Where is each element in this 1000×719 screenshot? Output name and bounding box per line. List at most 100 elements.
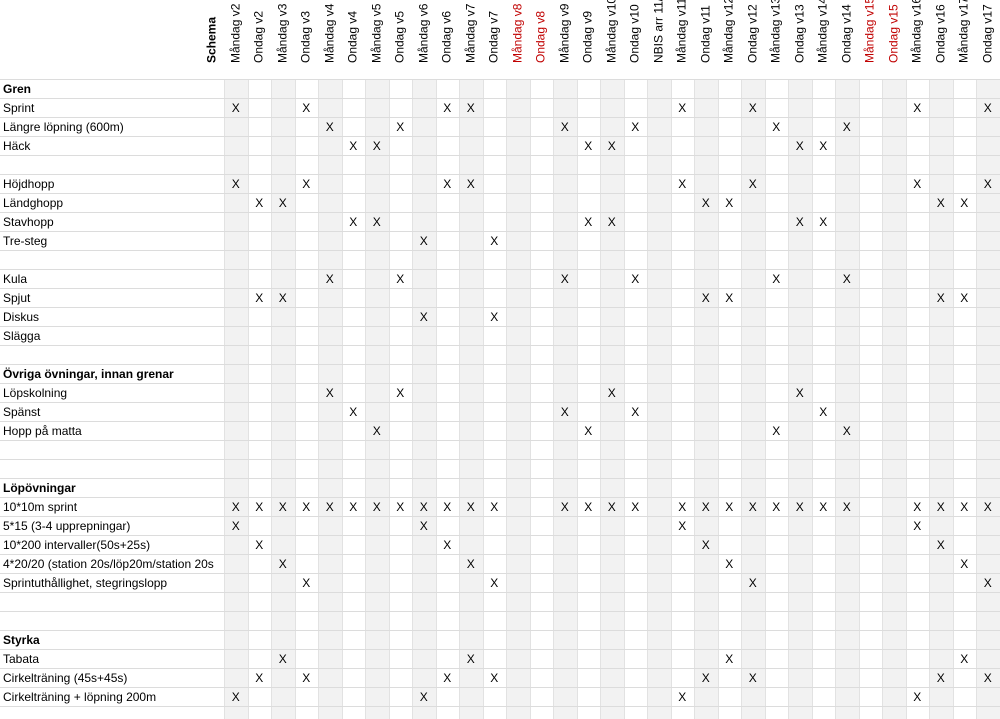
mark-cell[interactable]: X	[255, 538, 264, 552]
mark-cell[interactable]: X	[560, 405, 569, 419]
column-header[interactable]: Måndag v11	[671, 0, 695, 79]
mark-cell[interactable]: X	[607, 500, 616, 514]
column-header[interactable]: Ondag v17	[976, 0, 1000, 79]
mark-cell[interactable]: X	[231, 101, 240, 115]
mark-cell[interactable]: X	[419, 690, 428, 704]
column-header[interactable]: Måndag v17	[953, 0, 977, 79]
mark-cell[interactable]: X	[560, 500, 569, 514]
mark-cell[interactable]: X	[936, 196, 945, 210]
mark-cell[interactable]: X	[372, 215, 381, 229]
column-header[interactable]: Måndag v12	[718, 0, 742, 79]
column-header[interactable]: Ondag v5	[389, 0, 413, 79]
mark-cell[interactable]: X	[913, 690, 922, 704]
mark-cell[interactable]: X	[419, 234, 428, 248]
mark-cell[interactable]: X	[231, 177, 240, 191]
mark-cell[interactable]: X	[678, 101, 687, 115]
mark-cell[interactable]: X	[631, 500, 640, 514]
mark-cell[interactable]: X	[772, 424, 781, 438]
column-header[interactable]: Måndag v7	[459, 0, 483, 79]
column-header[interactable]: Måndag v4	[318, 0, 342, 79]
column-header[interactable]: Måndag v10	[600, 0, 624, 79]
mark-cell[interactable]: X	[819, 405, 828, 419]
column-header[interactable]: Ondag v4	[342, 0, 366, 79]
mark-cell[interactable]: X	[983, 500, 992, 514]
column-header[interactable]: Ondag v15	[882, 0, 906, 79]
mark-cell[interactable]: X	[701, 291, 710, 305]
mark-cell[interactable]: X	[302, 177, 311, 191]
mark-cell[interactable]: X	[631, 405, 640, 419]
mark-cell[interactable]: X	[396, 120, 405, 134]
mark-cell[interactable]: X	[278, 500, 287, 514]
mark-cell[interactable]: X	[725, 557, 734, 571]
mark-cell[interactable]: X	[419, 500, 428, 514]
mark-cell[interactable]: X	[349, 139, 358, 153]
mark-cell[interactable]: X	[278, 557, 287, 571]
column-header[interactable]: Måndag v16	[906, 0, 930, 79]
mark-cell[interactable]: X	[584, 424, 593, 438]
mark-cell[interactable]: X	[725, 291, 734, 305]
mark-cell[interactable]: X	[748, 500, 757, 514]
mark-cell[interactable]: X	[255, 500, 264, 514]
mark-cell[interactable]: X	[748, 576, 757, 590]
mark-cell[interactable]: X	[701, 500, 710, 514]
mark-cell[interactable]: X	[278, 291, 287, 305]
mark-cell[interactable]: X	[607, 386, 616, 400]
mark-cell[interactable]: X	[960, 196, 969, 210]
mark-cell[interactable]: X	[960, 557, 969, 571]
mark-cell[interactable]: X	[678, 500, 687, 514]
mark-cell[interactable]: X	[607, 139, 616, 153]
mark-cell[interactable]: X	[255, 291, 264, 305]
mark-cell[interactable]: X	[372, 424, 381, 438]
column-header[interactable]: Ondag v7	[483, 0, 507, 79]
mark-cell[interactable]: X	[983, 671, 992, 685]
mark-cell[interactable]: X	[819, 215, 828, 229]
mark-cell[interactable]: X	[490, 234, 499, 248]
mark-cell[interactable]: X	[795, 386, 804, 400]
mark-cell[interactable]: X	[278, 196, 287, 210]
mark-cell[interactable]: X	[443, 177, 452, 191]
mark-cell[interactable]: X	[302, 671, 311, 685]
mark-cell[interactable]: X	[772, 272, 781, 286]
mark-cell[interactable]: X	[983, 101, 992, 115]
mark-cell[interactable]: X	[396, 386, 405, 400]
column-header[interactable]: Måndag v15	[859, 0, 883, 79]
column-header[interactable]: Ondag v3	[295, 0, 319, 79]
mark-cell[interactable]: X	[325, 120, 334, 134]
mark-cell[interactable]: X	[349, 405, 358, 419]
mark-cell[interactable]: X	[231, 519, 240, 533]
mark-cell[interactable]: X	[325, 386, 334, 400]
mark-cell[interactable]: X	[466, 101, 475, 115]
mark-cell[interactable]: X	[466, 177, 475, 191]
mark-cell[interactable]: X	[349, 215, 358, 229]
mark-cell[interactable]: X	[701, 538, 710, 552]
mark-cell[interactable]: X	[842, 424, 851, 438]
column-header[interactable]: Ondag v9	[577, 0, 601, 79]
mark-cell[interactable]: X	[936, 500, 945, 514]
mark-cell[interactable]: X	[842, 120, 851, 134]
mark-cell[interactable]: X	[584, 139, 593, 153]
mark-cell[interactable]: X	[584, 215, 593, 229]
column-header[interactable]: NBIS arr 11/3	[647, 0, 671, 79]
column-header[interactable]: Måndag v14	[812, 0, 836, 79]
mark-cell[interactable]: X	[748, 101, 757, 115]
mark-cell[interactable]: X	[419, 310, 428, 324]
mark-cell[interactable]: X	[443, 101, 452, 115]
mark-cell[interactable]: X	[678, 177, 687, 191]
mark-cell[interactable]: X	[372, 139, 381, 153]
column-header[interactable]: Måndag v9	[553, 0, 577, 79]
mark-cell[interactable]: X	[419, 519, 428, 533]
mark-cell[interactable]: X	[466, 557, 475, 571]
mark-cell[interactable]: X	[936, 291, 945, 305]
mark-cell[interactable]: X	[349, 500, 358, 514]
column-header[interactable]: Måndag v8	[506, 0, 530, 79]
mark-cell[interactable]: X	[819, 139, 828, 153]
mark-cell[interactable]: X	[466, 500, 475, 514]
mark-cell[interactable]: X	[278, 652, 287, 666]
mark-cell[interactable]: X	[748, 177, 757, 191]
mark-cell[interactable]: X	[396, 272, 405, 286]
mark-cell[interactable]: X	[255, 196, 264, 210]
mark-cell[interactable]: X	[396, 500, 405, 514]
mark-cell[interactable]: X	[842, 272, 851, 286]
mark-cell[interactable]: X	[631, 272, 640, 286]
mark-cell[interactable]: X	[255, 671, 264, 685]
